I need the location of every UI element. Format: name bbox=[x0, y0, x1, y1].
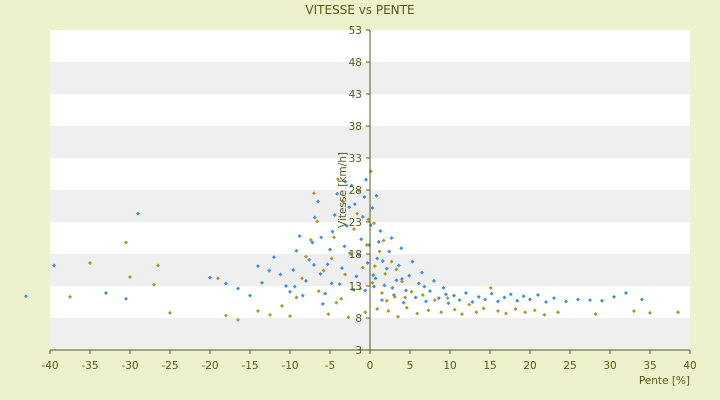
data-point bbox=[208, 275, 212, 280]
data-point bbox=[387, 249, 392, 254]
data-point bbox=[315, 219, 320, 224]
data-point bbox=[340, 199, 345, 204]
chart-title: VITESSE vs PENTE bbox=[305, 3, 414, 17]
y-tick-label: 8 bbox=[355, 313, 362, 325]
x-tick-label: -15 bbox=[241, 360, 258, 372]
x-tick-label: 10 bbox=[443, 360, 456, 372]
data-point bbox=[168, 310, 172, 315]
data-point bbox=[156, 263, 160, 268]
data-point bbox=[415, 311, 420, 316]
data-point bbox=[124, 240, 128, 245]
data-point bbox=[320, 301, 325, 306]
data-point bbox=[291, 268, 296, 272]
data-point bbox=[278, 272, 283, 277]
x-tick-label: 0 bbox=[367, 360, 374, 372]
x-tick-label: -35 bbox=[81, 360, 98, 372]
data-point bbox=[349, 183, 354, 188]
x-tick-label: 40 bbox=[683, 360, 696, 372]
x-tick-label: 30 bbox=[603, 360, 616, 372]
y-tick-label: 13 bbox=[349, 281, 362, 293]
data-point bbox=[136, 211, 140, 216]
data-point bbox=[404, 288, 408, 293]
x-tick-label: -30 bbox=[121, 360, 138, 372]
data-point bbox=[383, 271, 388, 276]
data-point bbox=[343, 179, 348, 184]
data-point bbox=[372, 284, 376, 289]
data-point bbox=[224, 281, 228, 286]
x-tick-label: 15 bbox=[483, 360, 496, 372]
data-point bbox=[363, 310, 368, 315]
data-point bbox=[488, 285, 493, 290]
data-point bbox=[439, 310, 444, 315]
data-point bbox=[323, 291, 328, 296]
data-point bbox=[375, 307, 380, 312]
data-point bbox=[236, 317, 240, 322]
data-point bbox=[377, 249, 382, 254]
y-tick-label: 48 bbox=[349, 57, 362, 69]
data-point bbox=[339, 296, 344, 301]
x-tick-label: -40 bbox=[41, 360, 58, 372]
data-point bbox=[401, 300, 406, 305]
data-point bbox=[403, 295, 408, 300]
data-point bbox=[292, 284, 297, 289]
data-point bbox=[360, 214, 365, 219]
data-point bbox=[422, 284, 427, 289]
y-tick-label: 3 bbox=[355, 345, 362, 357]
x-tick-label: 25 bbox=[563, 360, 576, 372]
x-tick-label: 35 bbox=[643, 360, 656, 372]
data-point bbox=[288, 289, 292, 294]
data-point bbox=[359, 237, 364, 242]
data-point bbox=[152, 282, 156, 287]
x-tick-label: -5 bbox=[325, 360, 335, 372]
data-point bbox=[350, 287, 355, 292]
data-point bbox=[404, 305, 409, 310]
x-axis-label: Pente [%] bbox=[639, 375, 690, 387]
x-tick-label: -20 bbox=[201, 360, 218, 372]
data-point bbox=[128, 275, 132, 280]
data-point bbox=[371, 273, 376, 278]
data-point bbox=[224, 313, 228, 318]
x-tick-label: 5 bbox=[407, 360, 414, 372]
data-point bbox=[330, 229, 335, 234]
data-point bbox=[342, 244, 347, 249]
x-tick-label: -10 bbox=[281, 360, 298, 372]
data-point bbox=[216, 276, 220, 281]
data-point bbox=[328, 247, 332, 252]
data-point bbox=[390, 285, 395, 290]
data-point bbox=[467, 302, 472, 307]
data-point bbox=[248, 293, 252, 298]
y-tick-label: 18 bbox=[349, 249, 362, 261]
y-tick-label: 33 bbox=[349, 153, 362, 165]
data-point bbox=[355, 211, 360, 216]
data-point bbox=[366, 217, 371, 222]
data-point bbox=[483, 297, 488, 302]
data-point bbox=[319, 235, 324, 240]
x-tick-label: -25 bbox=[161, 360, 178, 372]
data-point bbox=[316, 199, 320, 204]
data-point bbox=[332, 212, 337, 217]
data-point bbox=[399, 246, 404, 251]
data-point bbox=[334, 300, 339, 305]
data-point bbox=[441, 285, 446, 290]
data-point bbox=[409, 289, 414, 294]
y-tick-label: 38 bbox=[349, 121, 362, 133]
data-point bbox=[335, 191, 340, 196]
data-point bbox=[294, 248, 299, 253]
y-axis-label: Vitesse [km/h] bbox=[337, 152, 349, 228]
y-tick-label: 53 bbox=[349, 25, 362, 37]
data-point bbox=[352, 202, 357, 207]
y-tick-label: 43 bbox=[349, 89, 362, 101]
data-point bbox=[347, 205, 352, 210]
y-tick-label: 28 bbox=[349, 185, 362, 197]
data-point bbox=[321, 268, 326, 273]
data-point bbox=[312, 215, 317, 220]
axes: -40 -35 -30 -25 -20 -15 -10 -5 0 5 10 15 20 25 30 35 40 3… bbox=[41, 25, 696, 372]
data-point bbox=[236, 286, 240, 291]
data-point bbox=[329, 256, 334, 261]
data-point bbox=[297, 234, 302, 239]
x-tick-label: 20 bbox=[523, 360, 536, 372]
data-point bbox=[378, 228, 383, 233]
y-tick-label: 23 bbox=[349, 217, 362, 229]
